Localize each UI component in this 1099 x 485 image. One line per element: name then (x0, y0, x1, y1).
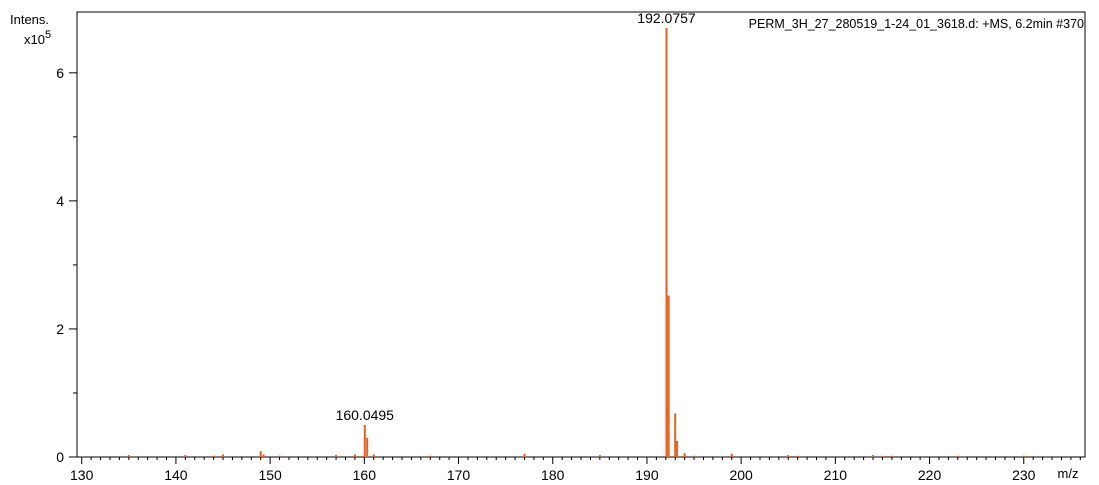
x-tick-label-140: 140 (164, 467, 188, 483)
peak-label-1: 160.0495 (336, 407, 395, 423)
x-tick-label-220: 220 (918, 467, 942, 483)
y-tick-label-2: 2 (56, 321, 64, 337)
y-tick-label-6: 6 (56, 65, 64, 81)
y-axis-title-line1: Intens. (10, 12, 49, 27)
x-tick-label-230: 230 (1012, 467, 1036, 483)
plot-frame (76, 11, 1086, 458)
y-axis-multiplier: x10 (24, 32, 45, 47)
x-tick-label-190: 190 (635, 467, 659, 483)
y-axis-title-line2: x105 (24, 29, 51, 47)
spectrum-peaks (127, 28, 1025, 457)
y-tick-label-0: 0 (56, 449, 64, 465)
peak-annotations: 192.0757 160.0495 (336, 10, 696, 423)
x-tick-label-160: 160 (353, 467, 377, 483)
y-axis: 0 2 4 6 (56, 65, 77, 465)
x-tick-label-180: 180 (541, 467, 565, 483)
x-tick-label-170: 170 (447, 467, 471, 483)
x-axis-title: m/z (1058, 466, 1079, 481)
x-tick-label-200: 200 (729, 467, 753, 483)
x-axis: 130 140 150 160 170 180 190 200 210 220 230 (70, 457, 1081, 483)
y-tick-label-4: 4 (56, 193, 64, 209)
x-tick-label-210: 210 (824, 467, 848, 483)
x-tick-label-150: 150 (258, 467, 282, 483)
peak-label-0: 192.0757 (637, 10, 696, 26)
chart-title: PERM_3H_27_280519_1-24_01_3618.d: +MS, 6… (749, 17, 1084, 31)
x-tick-label-130: 130 (70, 467, 94, 483)
y-axis-exponent: 5 (45, 29, 51, 41)
